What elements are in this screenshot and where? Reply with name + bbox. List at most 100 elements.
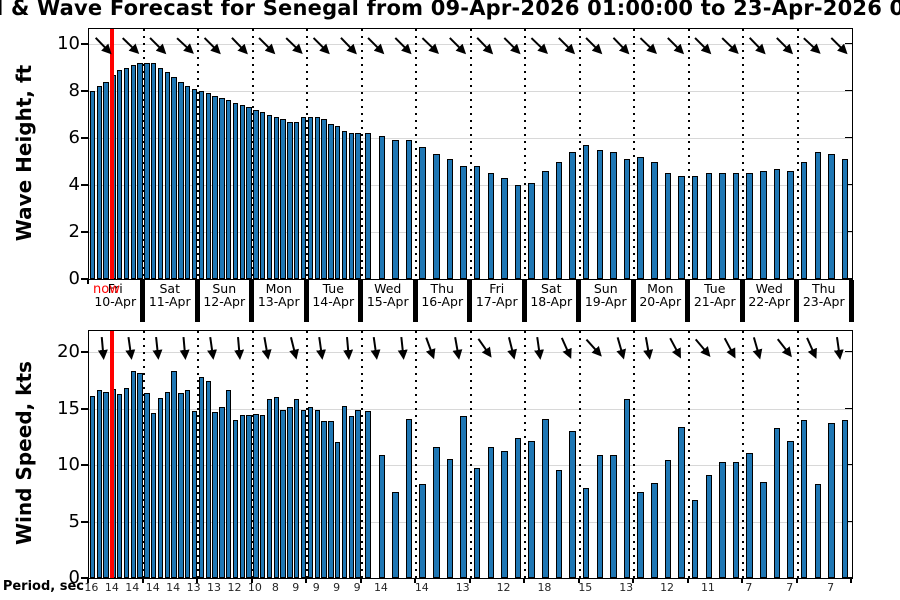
period-value: 15 <box>578 581 593 594</box>
x-tick-mark <box>795 579 798 583</box>
day-date: 11-Apr <box>148 294 191 309</box>
wave-bar <box>610 152 617 279</box>
wind-bar <box>582 487 590 578</box>
wind-bar <box>787 441 794 578</box>
period-value: 13 <box>207 581 222 594</box>
wind-bar <box>157 398 164 578</box>
wind-bar <box>841 419 849 578</box>
day-date: 21-Apr <box>693 294 736 309</box>
direction-arrow-icon <box>585 338 602 357</box>
figure-title: Wind & Wave Forecast for Senegal from 09… <box>0 0 900 20</box>
wave-bar <box>273 116 280 279</box>
wind-bar <box>280 409 286 578</box>
wave-bar <box>569 152 576 279</box>
day-label: Mon 13-Apr <box>252 282 307 308</box>
day-boundary-line <box>197 29 199 279</box>
day-of-week: Fri <box>489 281 505 296</box>
day-of-week: Sun <box>593 281 618 296</box>
period-value: 13 <box>619 581 634 594</box>
day-boundary-line <box>306 29 308 279</box>
wind-bar <box>555 469 563 578</box>
x-tick-mark <box>523 579 525 583</box>
wave-bar <box>828 154 835 279</box>
wave-bar <box>314 116 320 279</box>
wind-bar <box>596 454 604 578</box>
direction-arrow-icon <box>370 336 381 360</box>
wind-bar <box>266 399 273 578</box>
y-tick-mark <box>81 90 88 93</box>
wave-bar <box>446 159 454 279</box>
direction-arrow-icon <box>477 338 492 358</box>
day-date: 10-Apr <box>94 294 137 309</box>
direction-arrow-icon <box>752 337 763 360</box>
direction-arrow-icon <box>452 336 463 360</box>
day-of-week: Wed <box>755 281 783 296</box>
x-tick-mark <box>686 579 689 583</box>
day-date: 12-Apr <box>203 294 246 309</box>
wind-bar <box>378 454 386 578</box>
wave-bar <box>405 140 413 279</box>
wave-bar <box>294 121 300 279</box>
day-separator <box>794 280 799 322</box>
wave-bar <box>364 133 372 279</box>
wave-bar <box>321 119 327 279</box>
x-tick-mark <box>632 579 634 583</box>
wave-bar <box>171 76 177 279</box>
x-tick-mark <box>196 579 198 583</box>
y-tick-label: 0 <box>68 268 80 289</box>
day-separator <box>576 280 581 322</box>
y-tick-mark <box>81 351 88 354</box>
wave-bar <box>719 173 726 279</box>
day-of-week: Wed <box>374 281 402 296</box>
period-value: 14 <box>414 581 429 594</box>
wind-bar <box>542 418 549 578</box>
y-tick-label: 10 <box>57 33 80 55</box>
y-tick-label: 4 <box>68 174 80 195</box>
day-of-week: Thu <box>430 281 454 296</box>
wind-bar <box>205 381 211 578</box>
wind-bar <box>273 397 280 578</box>
wave-bar <box>341 130 348 279</box>
direction-arrow-icon <box>534 336 544 360</box>
wind-bar <box>144 392 150 578</box>
period-value: 16 <box>84 581 99 594</box>
wave-bar <box>773 168 781 279</box>
day-boundary-line <box>251 29 254 279</box>
wave-bar <box>260 112 266 279</box>
direction-arrow-icon <box>261 336 272 360</box>
wind-bar <box>328 420 334 578</box>
wind-bar <box>334 442 341 578</box>
y-tick-label: 0 <box>68 567 80 588</box>
direction-arrow-icon <box>560 337 572 359</box>
day-of-week: Tue <box>704 281 726 296</box>
direction-arrow-icon <box>203 37 221 55</box>
wind-bar <box>130 371 136 578</box>
wind-bar <box>103 391 109 578</box>
wave-bar <box>205 93 211 279</box>
wind-bar <box>828 423 835 578</box>
day-boundary-line <box>360 331 363 578</box>
wind-bar <box>341 406 348 578</box>
day-date: 20-Apr <box>639 294 682 309</box>
x-tick-mark <box>87 579 89 583</box>
direction-arrow-icon <box>207 336 217 360</box>
wave-bar <box>185 86 191 279</box>
x-tick-mark <box>141 579 144 583</box>
wave-bar <box>103 81 109 279</box>
period-value: 13 <box>186 581 201 594</box>
wind-bar <box>364 410 372 578</box>
wind-bar <box>705 475 713 578</box>
wind-bar <box>678 426 685 578</box>
x-tick-mark <box>305 579 307 583</box>
period-value: 14 <box>373 581 388 594</box>
wind-bar <box>501 451 508 578</box>
wave-bar <box>253 109 259 279</box>
day-of-week: Sat <box>159 281 181 296</box>
direction-arrow-icon <box>97 336 108 360</box>
direction-arrow-icon <box>285 37 303 55</box>
wind-bar <box>232 419 239 578</box>
wind-bar <box>294 399 300 578</box>
direction-arrow-icon <box>669 337 681 359</box>
now-line <box>110 331 114 578</box>
direction-arrow-icon <box>507 337 517 360</box>
